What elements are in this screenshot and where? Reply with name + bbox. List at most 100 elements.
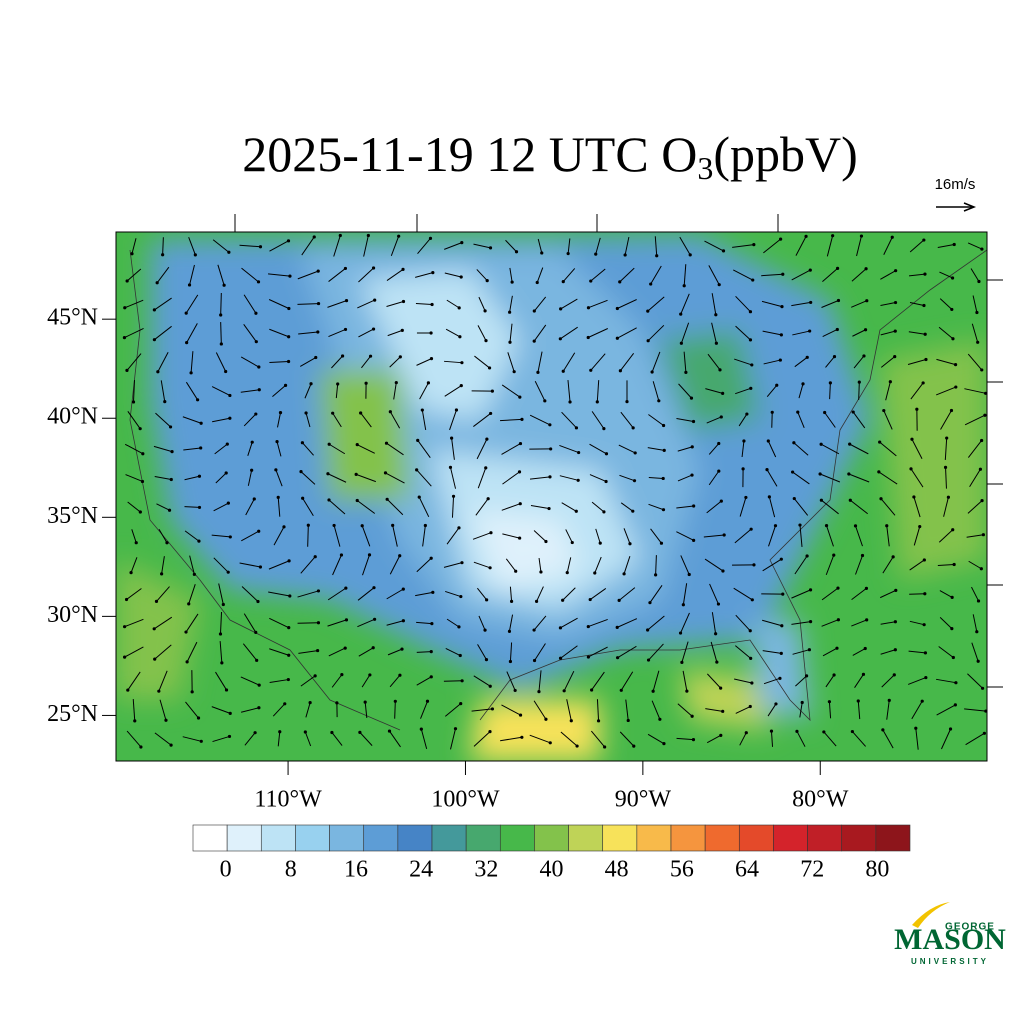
wind-arrow-head [519, 502, 522, 505]
wind-arrow-head [620, 689, 623, 692]
wind-arrow-head [749, 310, 752, 313]
wind-arrow-head [865, 587, 868, 590]
wind-arrow-head [316, 649, 319, 652]
wind-arrow-head [169, 743, 172, 746]
wind-arrow-head [431, 271, 434, 274]
wind-arrow-head [829, 381, 832, 384]
wind-arrow-head [429, 331, 432, 334]
wind-arrow-head [780, 558, 783, 561]
wind-arrow-head [633, 479, 636, 482]
wind-arrow-head [369, 355, 372, 358]
wind-arrow-head [336, 382, 339, 385]
wind-arrow-head [430, 557, 433, 560]
wind-arrow-head [587, 336, 590, 339]
wind-arrow-head [135, 541, 138, 544]
wind-arrow-head [857, 699, 860, 702]
wind-arrow-head [457, 526, 460, 529]
wind-arrow-head [163, 400, 166, 403]
wind-arrow-head [752, 563, 755, 566]
wind-arrow-head [344, 587, 347, 590]
wind-arrow-head [449, 466, 452, 469]
wind-arrow-head [401, 329, 404, 332]
colorbar-box [398, 825, 432, 851]
wind-arrow-head [287, 559, 290, 562]
wind-arrow-head [781, 273, 784, 276]
wind-arrow-head [679, 631, 682, 634]
wind-arrow-head [563, 689, 566, 692]
wind-arrow-head [602, 427, 605, 430]
wind-arrow-head [514, 570, 517, 573]
wind-arrow-head [657, 399, 660, 402]
wind-arrow-head [257, 365, 260, 368]
wind-arrow-head [795, 730, 798, 733]
wind-arrow-head [894, 269, 897, 272]
wind-arrow-head [225, 688, 228, 691]
wind-arrow-head [227, 251, 230, 254]
wind-arrow-head [488, 366, 491, 369]
wind-arrow-head [714, 313, 717, 316]
wind-arrow-head [518, 470, 521, 473]
wind-arrow-head [770, 730, 773, 733]
wind-arrow-head [519, 442, 522, 445]
wind-arrow-head [287, 335, 290, 338]
wind-arrow-head [616, 307, 619, 310]
colorbar-box [637, 825, 671, 851]
wind-arrow-head [398, 554, 401, 557]
wind-arrow-head [780, 624, 783, 627]
wind-arrow-head [718, 283, 721, 286]
colorbar-box [739, 825, 773, 851]
y-tick-label: 30°N [47, 602, 98, 628]
wind-arrow-head [341, 354, 344, 357]
wind-arrow-head [430, 622, 433, 625]
wind-arrow-head [373, 618, 376, 621]
wind-arrow-head [139, 745, 142, 748]
wind-arrow-head [720, 415, 723, 418]
wind-arrow-head [599, 542, 602, 545]
wind-arrow-head [720, 500, 723, 503]
colorbar-box [466, 825, 500, 851]
wind-arrow-head [589, 279, 592, 282]
colorbar-box [808, 825, 842, 851]
wind-arrow-head [751, 278, 754, 281]
wind-arrow-head [847, 472, 850, 475]
wind-arrow-head [485, 598, 488, 601]
wind-arrow-head [256, 600, 259, 603]
wind-arrow-head [193, 573, 196, 576]
wind-arrow-head [229, 712, 232, 715]
wind-arrow-head [489, 531, 492, 534]
wind-arrow-head [717, 602, 720, 605]
wind-arrow-head [340, 673, 343, 676]
wind-arrow-head [219, 632, 222, 635]
wind-arrow-head [314, 356, 317, 359]
wind-arrow-head [335, 701, 338, 704]
x-tick-label: 80°W [792, 787, 849, 813]
wind-arrow-head [459, 595, 462, 598]
wind-arrow-head [714, 632, 717, 635]
wind-arrow-head [133, 719, 136, 722]
wind-arrow [221, 293, 222, 315]
wind-arrow-head [258, 683, 261, 686]
wind-arrow-head [536, 281, 539, 284]
wind-arrow-head [805, 674, 808, 677]
wind-arrow-head [912, 495, 915, 498]
wind-arrow-head [977, 660, 980, 663]
wind-arrow-head [488, 730, 491, 733]
wind-arrow-head [222, 603, 225, 606]
colorbar-tick-label: 8 [285, 857, 297, 883]
wind-arrow-head [655, 254, 658, 257]
wind-arrow-head [123, 336, 126, 339]
wind-arrow-head [923, 592, 926, 595]
wind-arrow-head [358, 731, 361, 734]
wind-arrow-head [484, 339, 487, 342]
wind-arrow-head [255, 659, 258, 662]
wind-arrow-head [536, 371, 539, 374]
wind-arrow-head [680, 342, 683, 345]
wind-arrow-head [750, 363, 753, 366]
wind-arrow-head [587, 306, 590, 309]
wind-arrow-head [804, 235, 807, 238]
wind-arrow-head [921, 700, 924, 703]
wind-arrow-head [484, 466, 487, 469]
colorbar-box [432, 825, 466, 851]
wind-arrow-head [780, 305, 783, 308]
wind-arrow-head [126, 279, 129, 282]
